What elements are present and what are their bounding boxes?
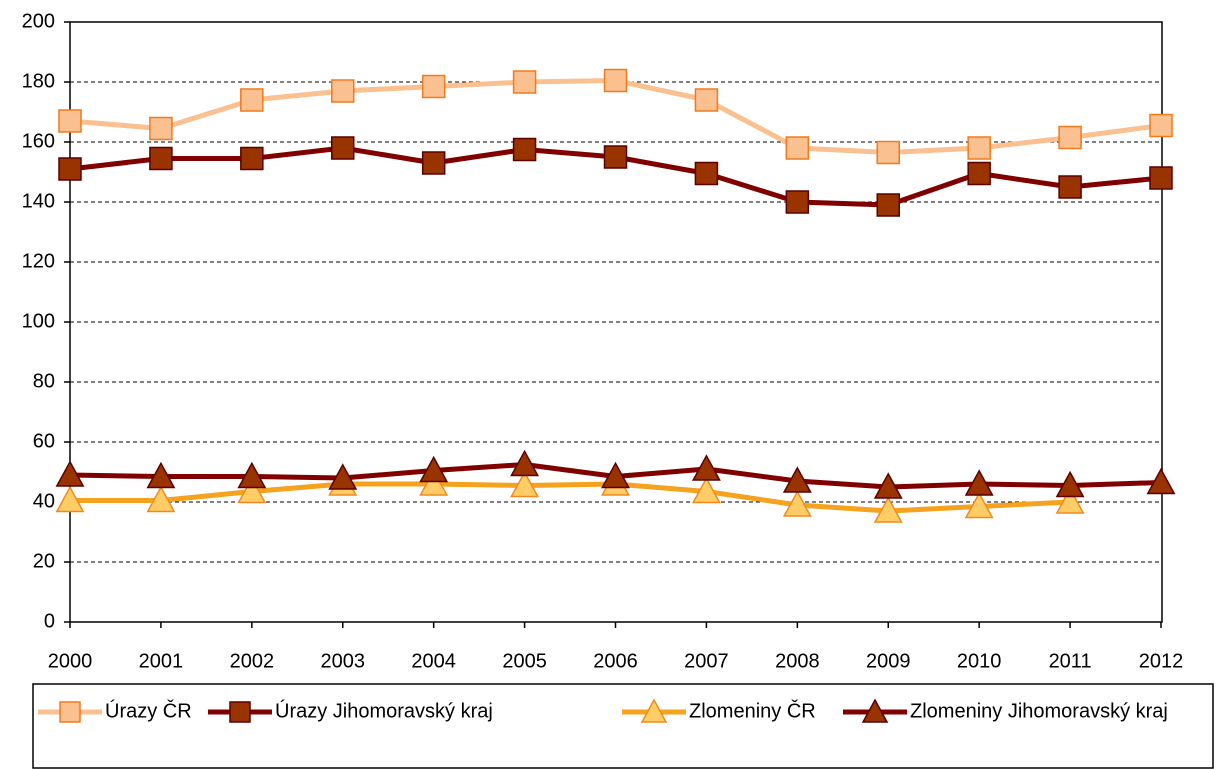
marker <box>1149 113 1173 138</box>
legend-marker <box>640 698 668 723</box>
marker <box>782 466 812 493</box>
marker <box>694 88 719 112</box>
marker <box>237 461 267 489</box>
marker <box>691 454 721 481</box>
x-tick-label: 2009 <box>866 650 911 672</box>
x-tick-label: 2002 <box>230 650 275 672</box>
legend-marker <box>59 701 81 723</box>
marker <box>58 157 82 181</box>
marker <box>1058 125 1082 150</box>
marker <box>785 190 810 214</box>
marker <box>1146 467 1176 495</box>
y-tick-label: 20 <box>33 550 55 572</box>
marker <box>512 70 537 94</box>
marker <box>964 491 994 519</box>
x-tick-label: 2001 <box>139 650 184 672</box>
marker <box>967 136 991 160</box>
marker <box>331 136 355 160</box>
marker <box>58 109 82 133</box>
marker <box>1058 175 1082 199</box>
marker <box>328 463 358 490</box>
series-line <box>70 481 1071 514</box>
x-tick-label: 2000 <box>48 650 93 672</box>
marker <box>421 151 446 175</box>
marker <box>240 88 264 112</box>
marker <box>510 449 540 477</box>
legend-frame <box>32 683 1214 769</box>
marker <box>782 490 812 517</box>
marker <box>55 485 85 513</box>
y-tick-label: 140 <box>22 190 55 212</box>
marker <box>603 68 628 93</box>
legend-label: Zlomeniny ČR <box>689 699 816 722</box>
marker <box>691 476 721 504</box>
legend-marker <box>229 701 251 723</box>
x-tick-label: 2011 <box>1049 650 1092 672</box>
y-tick-label: 120 <box>22 250 55 272</box>
marker <box>1055 470 1085 498</box>
marker <box>601 461 630 489</box>
marker <box>421 74 446 99</box>
x-tick-label: 2006 <box>593 650 638 672</box>
marker <box>1149 166 1173 190</box>
marker <box>967 161 991 186</box>
marker <box>146 485 176 513</box>
y-tick-label: 60 <box>33 430 55 452</box>
marker <box>873 472 903 499</box>
marker <box>876 193 900 217</box>
x-tick-label: 2012 <box>1139 650 1184 672</box>
marker <box>55 460 85 487</box>
marker <box>419 469 449 496</box>
marker <box>785 136 810 160</box>
legend-label: Úrazy Jihomoravský kraj <box>275 699 493 722</box>
x-tick-label: 2004 <box>411 650 456 672</box>
marker <box>876 140 900 165</box>
marker <box>694 161 719 186</box>
marker <box>149 146 173 171</box>
x-tick-label: 2007 <box>684 650 729 672</box>
marker <box>419 455 449 483</box>
marker <box>603 145 628 169</box>
marker <box>964 469 994 496</box>
legend-marker <box>861 698 889 723</box>
y-tick-label: 200 <box>22 10 55 32</box>
marker <box>237 476 267 504</box>
y-tick-label: 160 <box>22 130 55 152</box>
x-tick-label: 2005 <box>502 650 547 672</box>
marker <box>146 461 176 489</box>
x-tick-label: 2003 <box>321 650 366 672</box>
marker <box>1055 487 1085 514</box>
legend-label: Úrazy ČR <box>105 699 192 722</box>
marker <box>149 116 173 141</box>
marker <box>331 79 355 103</box>
y-tick-label: 40 <box>33 490 55 512</box>
marker <box>510 470 540 498</box>
marker <box>240 146 264 171</box>
legend-label: Zlomeniny Jihomoravský kraj <box>910 700 1168 722</box>
y-tick-label: 0 <box>44 610 55 632</box>
marker <box>873 496 903 523</box>
x-tick-label: 2010 <box>957 650 1002 672</box>
x-tick-label: 2008 <box>775 650 820 672</box>
y-tick-label: 80 <box>33 370 55 392</box>
y-tick-label: 100 <box>22 310 55 332</box>
marker <box>512 137 537 162</box>
y-tick-label: 180 <box>22 70 55 92</box>
